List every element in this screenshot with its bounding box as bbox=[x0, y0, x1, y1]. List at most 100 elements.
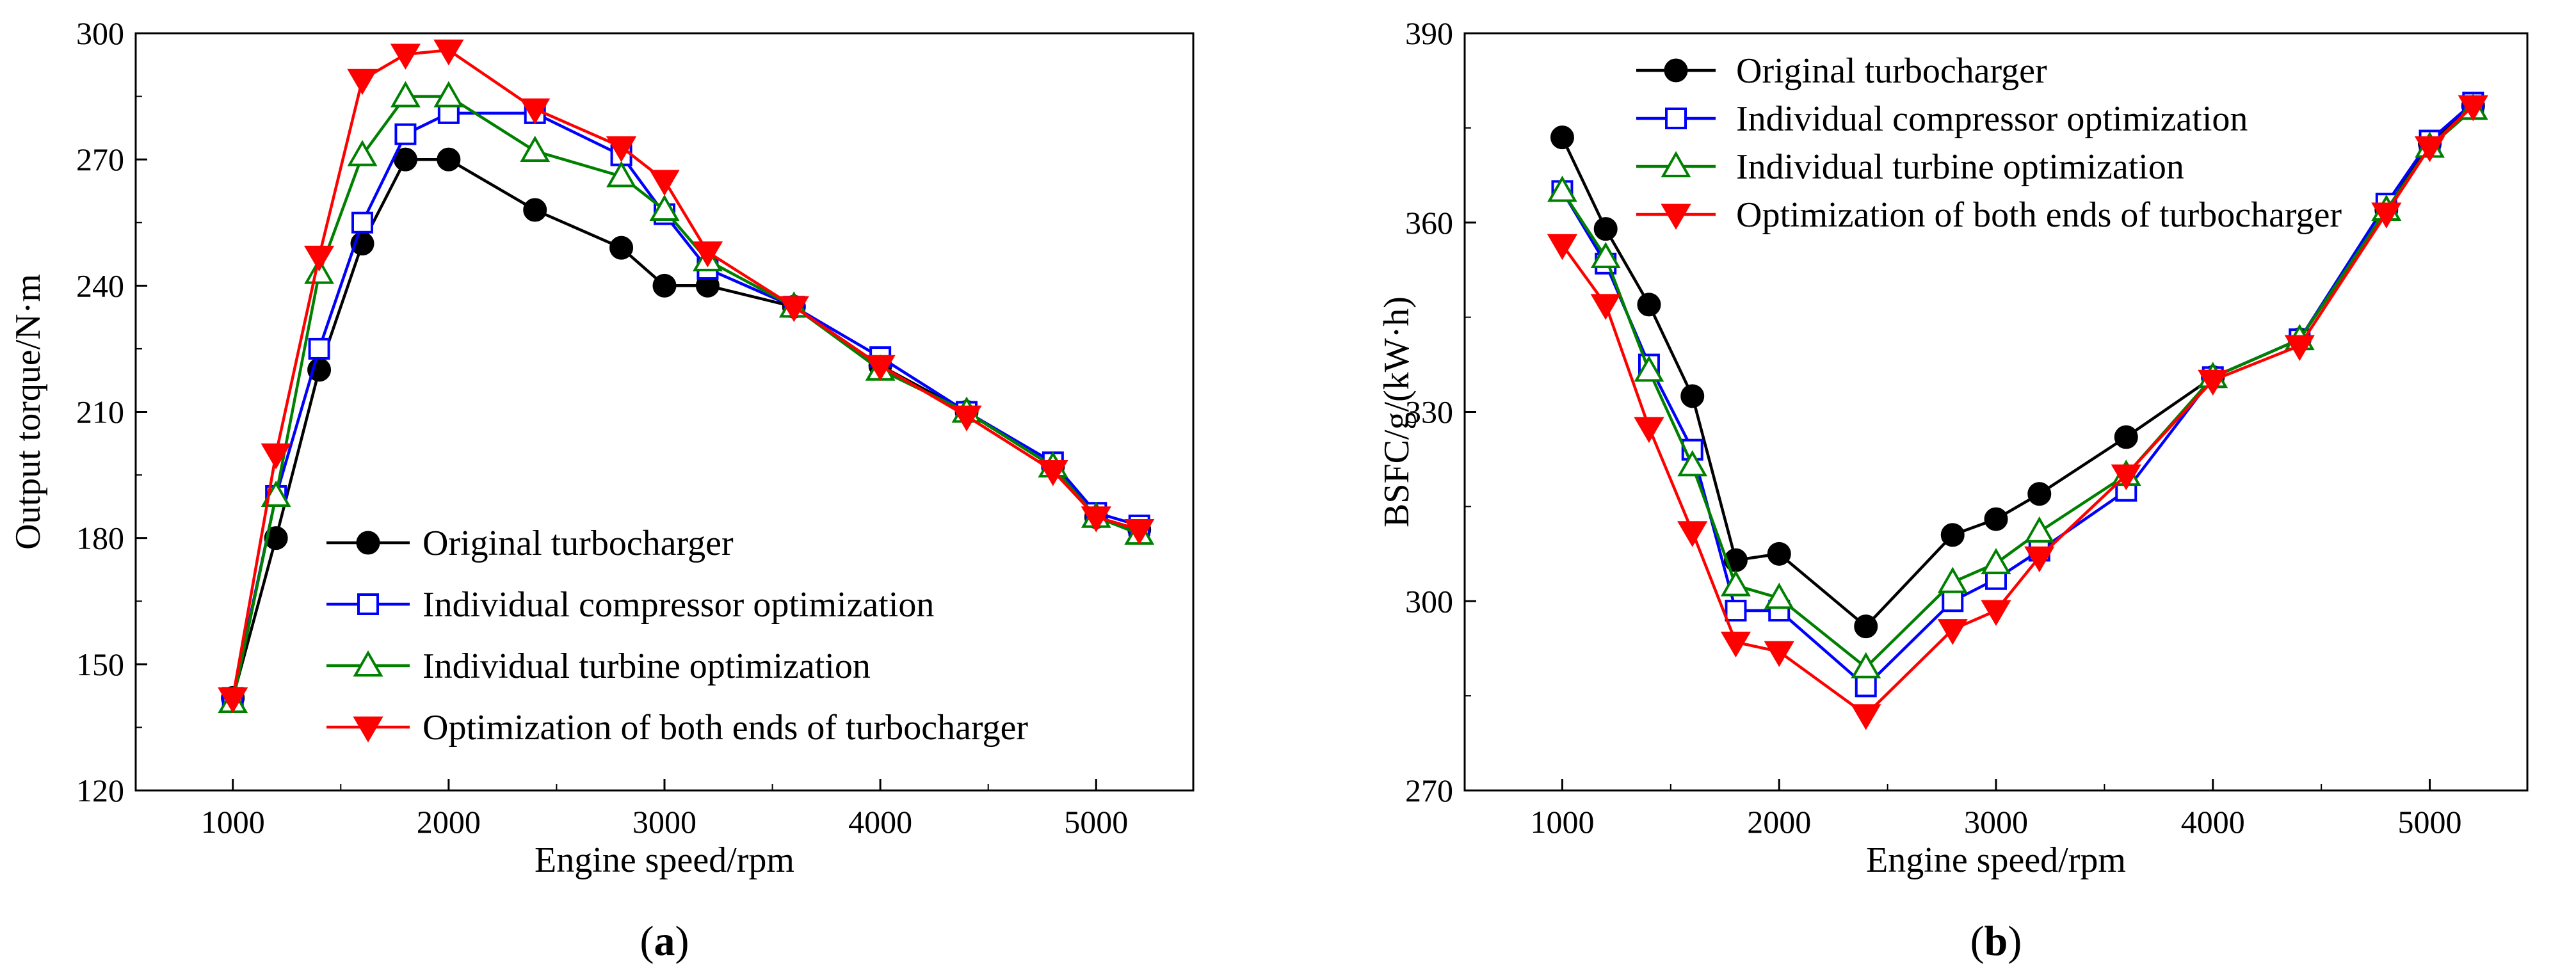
marker-circle bbox=[523, 198, 547, 222]
marker-square bbox=[357, 593, 379, 615]
marker-triangle-down bbox=[353, 716, 383, 742]
series-line bbox=[1561, 104, 2474, 717]
x-tick-label: 2000 bbox=[1747, 804, 1811, 840]
marker-triangle-down bbox=[1038, 460, 1068, 486]
marker-triangle-down bbox=[2198, 369, 2228, 396]
marker-triangle-down bbox=[2284, 335, 2315, 361]
y-tick-label: 210 bbox=[76, 394, 124, 430]
panel-label: (a) bbox=[640, 918, 689, 965]
y-tick-label: 180 bbox=[76, 520, 124, 556]
marker-triangle-up bbox=[1851, 652, 1881, 678]
marker-triangle-down bbox=[692, 241, 723, 268]
panel-b-bsfc-chart: 1000 2000 3000 4000 5000 270 300 330 360 390 Engin… bbox=[1377, 15, 2529, 965]
marker-triangle-down bbox=[2458, 95, 2488, 122]
legend-label: Individual turbine optimization bbox=[1736, 147, 2184, 187]
marker-triangle-up bbox=[1764, 582, 1794, 609]
marker-triangle-down bbox=[951, 405, 982, 432]
marker-triangle-up bbox=[649, 195, 680, 221]
marker-triangle-down bbox=[1661, 204, 1691, 230]
marker-triangle-down bbox=[390, 44, 421, 70]
y-tick-label: 390 bbox=[1405, 15, 1453, 51]
marker-triangle-up bbox=[1661, 150, 1691, 177]
marker-circle bbox=[1940, 523, 1965, 547]
panel-label: (b) bbox=[1970, 918, 2022, 965]
marker-triangle-up bbox=[1590, 241, 1621, 268]
marker-triangle-up bbox=[1721, 570, 1751, 597]
marker-triangle-down bbox=[303, 245, 335, 272]
marker-triangle-up bbox=[1634, 355, 1664, 382]
x-tick-label: 1000 bbox=[201, 804, 265, 840]
y-tick-label: 360 bbox=[1405, 205, 1453, 241]
marker-square bbox=[394, 123, 417, 145]
legend-label: Individual compressor optimization bbox=[423, 585, 934, 625]
marker-triangle-up bbox=[390, 81, 421, 108]
x-tick-label: 3000 bbox=[1964, 804, 2028, 840]
marker-triangle-down bbox=[218, 687, 248, 714]
marker-triangle-down bbox=[778, 296, 809, 323]
y-tick-label: 300 bbox=[1405, 583, 1453, 619]
marker-circle bbox=[1767, 541, 1791, 566]
marker-circle bbox=[2027, 482, 2052, 506]
series-line bbox=[231, 111, 1140, 698]
marker-circle bbox=[1984, 507, 2008, 531]
marker-circle bbox=[2114, 425, 2138, 449]
marker-triangle-up bbox=[1981, 548, 2011, 575]
panel-a-torque-chart: 1000 2000 3000 4000 5000 120 150 180 210 240 270 30… bbox=[8, 15, 1195, 965]
x-tick-label: 4000 bbox=[848, 804, 912, 840]
marker-triangle-down bbox=[1590, 294, 1621, 320]
marker-square bbox=[308, 337, 330, 360]
marker-circle bbox=[609, 236, 634, 260]
marker-circle bbox=[356, 531, 380, 555]
legend-label: Optimization of both ends of turbocharge… bbox=[1736, 195, 2342, 235]
marker-circle bbox=[1550, 125, 1574, 150]
marker-triangle-down bbox=[520, 98, 551, 125]
marker-square bbox=[1942, 590, 1964, 613]
y-tick-label: 120 bbox=[76, 773, 124, 808]
x-tick-label: 1000 bbox=[1530, 804, 1594, 840]
panel-letter: a bbox=[654, 918, 675, 965]
marker-circle bbox=[1854, 614, 1878, 639]
y-tick-label: 270 bbox=[1405, 773, 1453, 808]
marker-triangle-down bbox=[1677, 521, 1708, 547]
x-axis-label: Engine speed/rpm bbox=[535, 840, 794, 880]
legend-label: Original turbocharger bbox=[1736, 51, 2047, 91]
marker-triangle-down bbox=[347, 68, 378, 95]
marker-circle bbox=[437, 147, 461, 172]
marker-triangle-up bbox=[1937, 566, 1968, 593]
marker-triangle-up bbox=[433, 81, 464, 108]
marker-triangle-up bbox=[606, 161, 637, 188]
marker-triangle-down bbox=[433, 39, 464, 66]
y-tick-label: 150 bbox=[76, 646, 124, 682]
marker-square bbox=[1665, 108, 1687, 129]
marker-circle bbox=[1664, 58, 1688, 83]
marker-triangle-down bbox=[2024, 546, 2055, 573]
marker-triangle-down bbox=[2414, 136, 2445, 163]
marker-triangle-down bbox=[1720, 631, 1751, 658]
series-line bbox=[231, 48, 1140, 698]
y-axis-label: Output torque/N·m bbox=[8, 274, 48, 550]
marker-triangle-down bbox=[1937, 619, 1968, 645]
marker-triangle-up bbox=[353, 650, 383, 677]
legend-label: Optimization of both ends of turbocharge… bbox=[423, 708, 1028, 748]
y-tick-label: 300 bbox=[76, 15, 124, 51]
marker-circle bbox=[652, 273, 677, 298]
legend-label: Individual turbine optimization bbox=[423, 646, 871, 686]
series-line bbox=[231, 95, 1140, 703]
marker-triangle-down bbox=[1634, 417, 1664, 444]
marker-triangle-up bbox=[347, 140, 378, 166]
marker-triangle-down bbox=[649, 170, 680, 196]
marker-triangle-down bbox=[1851, 704, 1881, 730]
x-tick-label: 5000 bbox=[1064, 804, 1128, 840]
series-line bbox=[1561, 101, 2474, 689]
y-tick-label: 270 bbox=[76, 141, 124, 177]
marker-triangle-down bbox=[1981, 600, 2011, 627]
marker-triangle-down bbox=[606, 136, 637, 163]
marker-triangle-down bbox=[1764, 641, 1794, 668]
x-tick-label: 4000 bbox=[2181, 804, 2245, 840]
marker-square bbox=[1725, 600, 1747, 622]
marker-triangle-down bbox=[1124, 519, 1155, 545]
marker-circle bbox=[264, 526, 288, 550]
x-tick-label: 2000 bbox=[417, 804, 481, 840]
x-tick-label: 3000 bbox=[632, 804, 696, 840]
